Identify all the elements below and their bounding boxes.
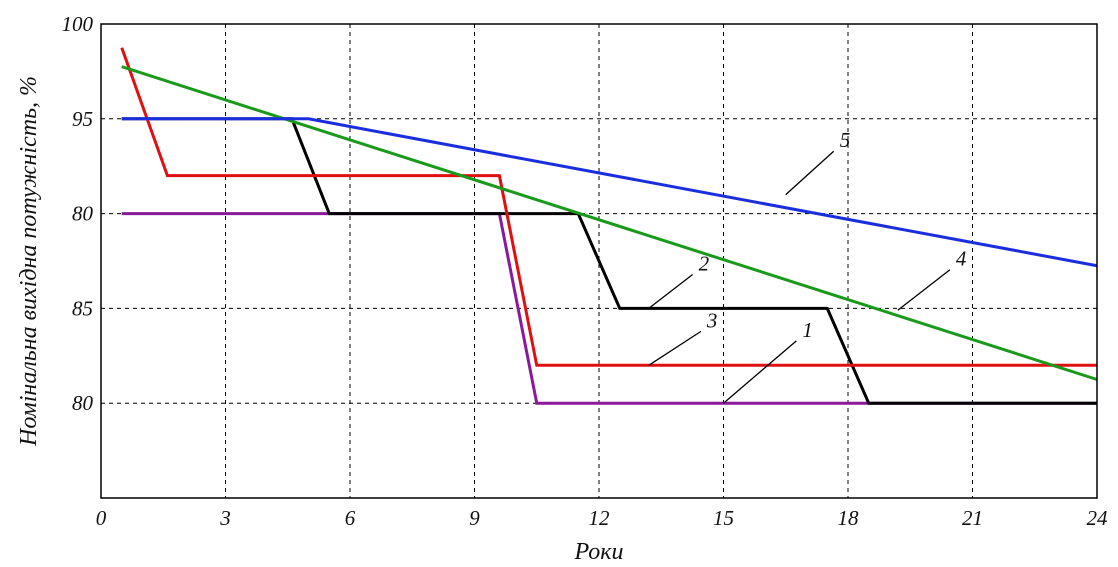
y-tick-label: 85 bbox=[72, 296, 93, 320]
y-tick-label: 95 bbox=[72, 107, 93, 131]
callout-leader-5 bbox=[785, 150, 835, 196]
series-line-2 bbox=[121, 117, 1097, 405]
series-line-1 bbox=[121, 212, 1097, 405]
y-tick-label: 100 bbox=[62, 12, 94, 36]
callout-leader-2 bbox=[648, 273, 693, 309]
x-axis-label: Роки bbox=[573, 539, 623, 565]
x-tick-label: 6 bbox=[345, 506, 356, 530]
x-tick-label: 3 bbox=[219, 506, 231, 530]
callout-label-2: 2 bbox=[699, 251, 710, 275]
x-tick-label: 15 bbox=[713, 506, 734, 530]
callout-leader-3 bbox=[648, 330, 702, 366]
callout-leader-1 bbox=[723, 340, 797, 404]
y-axis-label: Номінальна вихідна потужність, % bbox=[16, 76, 42, 447]
series-line-4 bbox=[121, 65, 1098, 381]
series-line-3 bbox=[120, 47, 1097, 367]
y-tick-label: 80 bbox=[72, 202, 94, 226]
series-line-5 bbox=[121, 117, 1098, 268]
x-tick-label: 12 bbox=[589, 506, 611, 530]
y-tick-labels: 80 85 80 95 100 bbox=[62, 12, 94, 415]
x-tick-label: 9 bbox=[469, 506, 480, 530]
callout-leader-4 bbox=[897, 269, 951, 311]
x-tick-label: 21 bbox=[962, 506, 983, 530]
series-callouts: 1 2 3 4 5 bbox=[648, 128, 967, 404]
x-tick-label: 0 bbox=[96, 506, 107, 530]
callout-label-4: 4 bbox=[956, 247, 967, 271]
callout-label-1: 1 bbox=[802, 318, 813, 342]
y-tick-label: 80 bbox=[72, 391, 94, 415]
x-tick-label: 24 bbox=[1087, 506, 1109, 530]
plot-frame bbox=[100, 23, 1098, 499]
callout-label-5: 5 bbox=[840, 128, 851, 152]
callout-label-3: 3 bbox=[706, 308, 718, 332]
series-lines bbox=[120, 47, 1098, 405]
x-tick-labels: 0 3 6 9 12 15 18 21 24 bbox=[96, 506, 1108, 530]
x-tick-label: 18 bbox=[838, 506, 860, 530]
